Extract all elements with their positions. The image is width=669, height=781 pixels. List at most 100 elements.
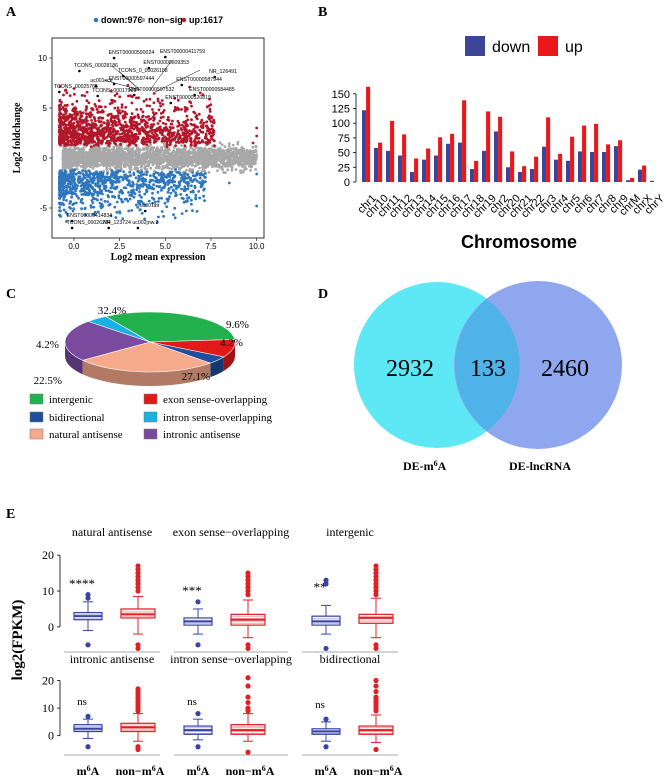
point-nonsig <box>68 163 72 166</box>
point-nonsig <box>140 164 144 168</box>
point-up <box>145 143 149 147</box>
point-nonsig <box>228 158 232 162</box>
point-down <box>165 197 169 201</box>
point-nonsig <box>71 153 75 157</box>
point-up <box>73 128 76 132</box>
point-down <box>81 169 84 173</box>
point-down <box>68 206 71 209</box>
point-nonsig <box>92 146 96 150</box>
point-down <box>184 189 187 192</box>
point-up <box>100 116 104 120</box>
point-down <box>91 177 95 181</box>
point-up <box>97 99 101 103</box>
point-nonsig <box>112 148 116 152</box>
point-nonsig <box>151 163 155 167</box>
point-down <box>107 203 111 207</box>
venn-label-de-lncrna: DE-lncRNA <box>509 459 571 473</box>
point-nonsig <box>242 154 246 158</box>
point-nonsig <box>157 163 161 167</box>
point-down <box>160 210 164 213</box>
point-down <box>94 184 97 187</box>
point-nonsig <box>149 147 153 151</box>
annotation-dot <box>143 209 147 213</box>
point-nonsig <box>113 157 117 161</box>
point-nonsig <box>93 153 97 157</box>
bar-up-chr2 <box>498 116 503 182</box>
point-nonsig <box>166 154 170 158</box>
point-up <box>73 92 76 96</box>
point-down <box>121 176 125 179</box>
point-nonsig <box>133 150 137 154</box>
point-up <box>138 122 142 126</box>
point-up <box>151 115 155 119</box>
point-up <box>155 133 159 137</box>
point-nonsig <box>157 166 161 170</box>
point-nonsig <box>131 150 135 154</box>
y-axis-label: log2(FPKM) <box>10 600 26 681</box>
box-outlier <box>245 675 251 681</box>
significance-label: **** <box>69 576 95 591</box>
point-up <box>148 134 151 138</box>
pie-legend-swatch <box>29 428 44 440</box>
point-nonsig <box>249 165 253 169</box>
point-up <box>88 138 91 141</box>
point-down <box>96 198 99 202</box>
point-nonsig <box>238 150 241 153</box>
point-down <box>145 189 149 193</box>
point-down <box>160 189 163 192</box>
bar-up-chr11 <box>390 120 395 182</box>
point-down <box>79 184 83 188</box>
point-up <box>204 132 208 136</box>
point-down <box>175 187 178 191</box>
point-down <box>180 187 183 191</box>
point-nonsig <box>243 157 247 161</box>
point-down <box>180 176 183 180</box>
point-nonsig <box>162 151 166 155</box>
bar-up-chr4 <box>558 153 563 182</box>
point-down <box>198 196 202 200</box>
point-nonsig <box>122 164 126 168</box>
point-down <box>163 184 167 188</box>
point-up <box>188 129 191 133</box>
point-up <box>190 143 193 147</box>
point-down <box>179 193 183 196</box>
box-outlier <box>323 645 329 652</box>
point-nonsig <box>127 146 130 150</box>
point-down <box>123 197 127 201</box>
point-up <box>62 93 65 97</box>
point-down <box>162 173 166 177</box>
point-up <box>67 121 71 124</box>
point-up <box>158 125 162 129</box>
point-nonsig <box>197 149 201 153</box>
point-up <box>82 143 86 146</box>
bar-down-chr7 <box>590 152 595 182</box>
point-up <box>187 134 191 138</box>
point-nonsig <box>223 145 227 149</box>
bar-down-chr5 <box>566 160 571 182</box>
point-down <box>80 189 84 193</box>
point-nonsig <box>104 151 107 155</box>
point-down <box>110 169 114 172</box>
x-axis-label: Log2 mean expression <box>111 252 206 263</box>
point-down <box>186 187 190 191</box>
bar-down-chr6 <box>578 151 583 182</box>
point-nonsig <box>203 155 207 159</box>
point-up <box>68 125 72 129</box>
point-down <box>134 203 138 207</box>
point-down <box>122 170 125 174</box>
point-up <box>130 101 134 105</box>
point-nonsig <box>234 156 238 160</box>
point-down <box>139 174 143 178</box>
bar-down-chr13 <box>410 172 415 182</box>
box-outlier <box>135 686 141 692</box>
point-up <box>95 124 98 127</box>
point-nonsig <box>137 156 141 160</box>
point-up <box>75 99 79 103</box>
box-outlier <box>135 642 141 648</box>
point-down <box>69 200 72 204</box>
point-down <box>59 203 63 206</box>
point-up <box>102 127 106 131</box>
facet-title: intergenic <box>326 525 374 539</box>
point-outlier <box>255 172 259 176</box>
